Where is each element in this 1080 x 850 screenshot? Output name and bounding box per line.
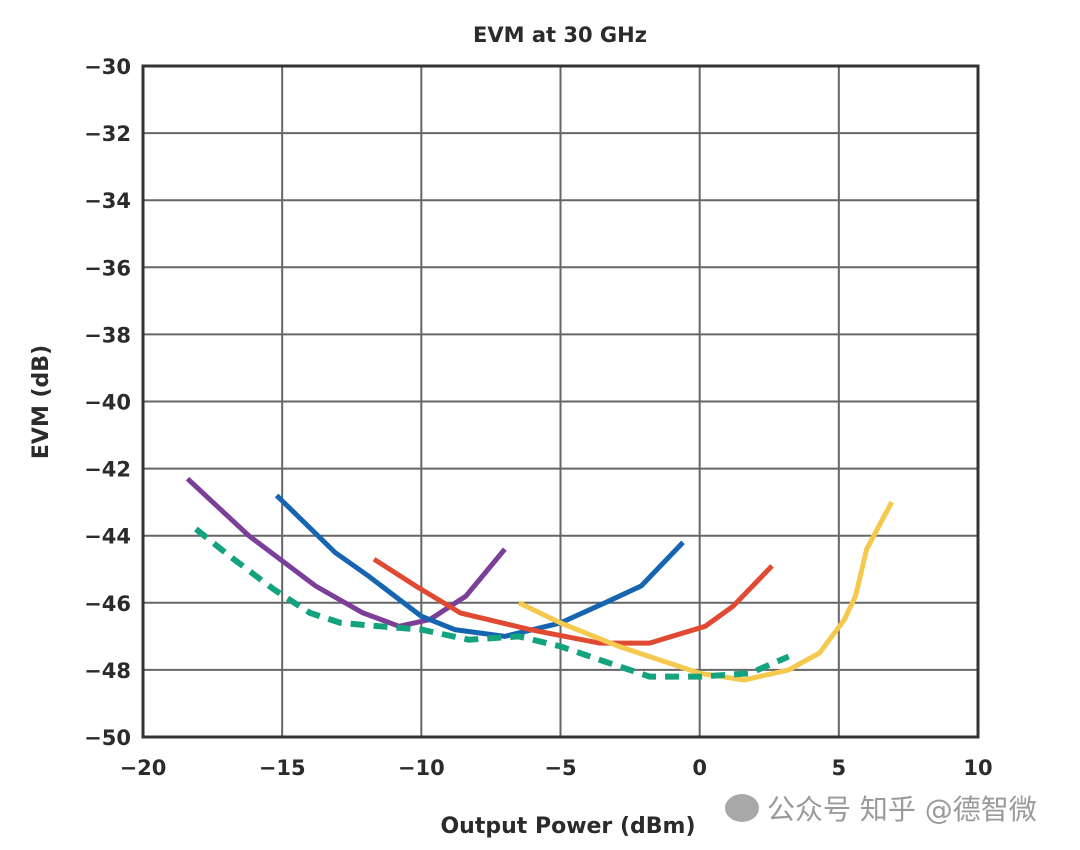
wechat-icon bbox=[725, 794, 759, 822]
tick-labels: −20 −15 −10 −5 0 5 10−30−32−34−36−38−40−42−44−… bbox=[84, 55, 992, 780]
y-tick-label: −50 bbox=[84, 726, 131, 750]
plot-border bbox=[141, 64, 980, 739]
chart-title: EVM at 30 GHz bbox=[473, 23, 647, 47]
series-line-4 bbox=[194, 526, 790, 680]
y-tick-label: −44 bbox=[84, 525, 131, 549]
x-tick-label: −15 bbox=[259, 756, 306, 780]
watermark-text: 公众号 知乎 @德智微 bbox=[767, 793, 1037, 826]
series-line-0 bbox=[185, 476, 507, 629]
y-tick-label: −30 bbox=[84, 55, 131, 79]
y-tick-label: −46 bbox=[84, 592, 131, 616]
x-tick-label: −5 bbox=[544, 756, 576, 780]
x-tick-label: 5 bbox=[832, 756, 847, 780]
x-tick-label: −20 bbox=[120, 756, 167, 780]
y-tick-label: −40 bbox=[84, 391, 131, 415]
x-tick-label: 0 bbox=[692, 756, 707, 780]
y-tick-label: −32 bbox=[84, 122, 131, 146]
y-tick-label: −34 bbox=[84, 189, 131, 213]
watermark: 公众号 知乎 @德智微 bbox=[725, 788, 1037, 828]
y-tick-label: −36 bbox=[84, 256, 131, 280]
y-tick-label: −42 bbox=[84, 458, 131, 482]
x-tick-label: 10 bbox=[963, 756, 992, 780]
series-line-3 bbox=[517, 500, 894, 683]
x-tick-label: −10 bbox=[398, 756, 445, 780]
y-tick-label: −48 bbox=[84, 659, 131, 683]
series-line-1 bbox=[274, 493, 685, 639]
y-tick-label: −38 bbox=[84, 323, 131, 347]
x-axis-label: Output Power (dBm) bbox=[440, 814, 695, 839]
series-line-2 bbox=[372, 557, 774, 646]
y-axis-label: EVM (dB) bbox=[29, 345, 54, 459]
series-group bbox=[185, 476, 894, 683]
